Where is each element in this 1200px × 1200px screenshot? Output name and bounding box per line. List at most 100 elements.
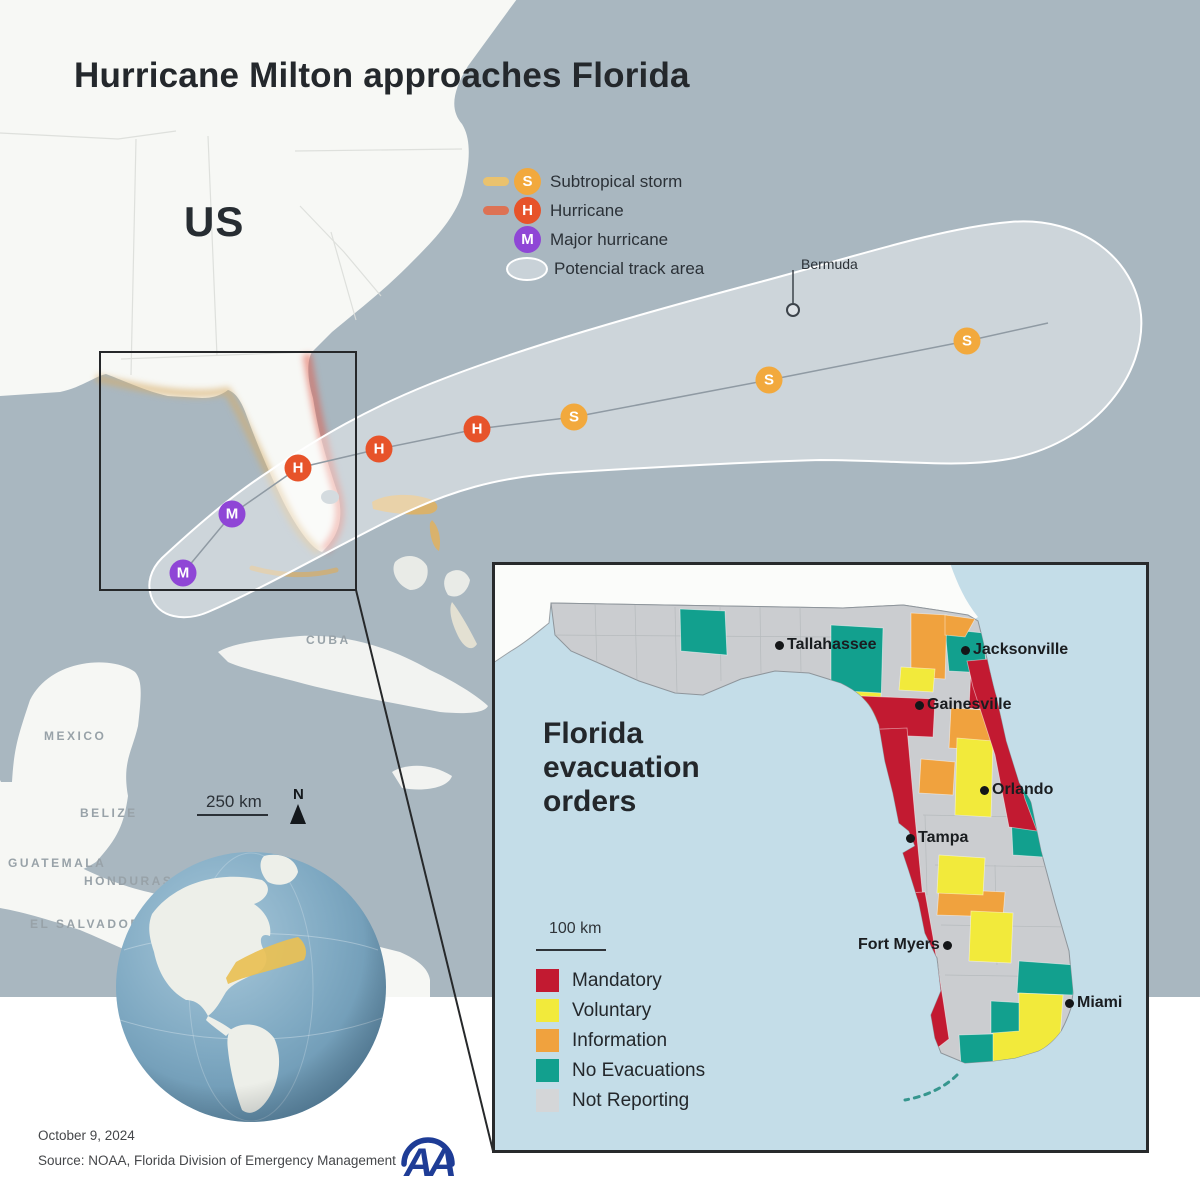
track-marker-major-hurricane: M <box>169 559 197 587</box>
north-arrow-icon <box>290 804 306 824</box>
city-tallahassee: Tallahassee <box>775 636 877 654</box>
label-honduras: HONDURAS <box>84 874 174 888</box>
subtropical-dash-icon <box>483 177 509 186</box>
north-label: N <box>293 786 304 803</box>
legend-label: Hurricane <box>550 200 624 220</box>
major-hurricane-icon: M <box>514 226 541 253</box>
city-dot <box>1065 998 1074 1008</box>
legend-label: No Evacuations <box>572 1059 706 1081</box>
legend-label: Subtropical storm <box>550 171 683 191</box>
legend-row-track-area: Potencial track area <box>483 254 704 283</box>
city-name: Jacksonville <box>973 641 1069 658</box>
mandatory-swatch <box>536 969 559 992</box>
voluntary-swatch <box>536 999 559 1022</box>
logo-text: AA <box>403 1141 454 1185</box>
bahamas-islands <box>372 494 477 649</box>
city-miami: Miami <box>1065 994 1122 1012</box>
city-orlando: Orlando <box>980 781 1053 799</box>
inset-title: Florida evacuation orders <box>543 717 700 818</box>
legend-label: Potencial track area <box>554 258 705 278</box>
inset-source-box <box>99 351 357 591</box>
evacuation-legend: Mandatory Voluntary Information No Evacu… <box>536 969 705 1119</box>
globe-land <box>116 852 386 1122</box>
track-marker-subtropical: S <box>755 366 783 394</box>
city-name: Orlando <box>992 781 1054 798</box>
legend-label: Voluntary <box>572 999 652 1021</box>
information-swatch <box>536 1029 559 1052</box>
city-name: Miami <box>1077 994 1123 1011</box>
city-fort-myers: Fort Myers <box>858 936 952 954</box>
legend-label: Mandatory <box>572 969 662 991</box>
label-cuba: CUBA <box>306 633 351 647</box>
city-dot <box>942 940 952 950</box>
city-dot <box>906 833 915 843</box>
label-bermuda: Bermuda <box>801 256 858 272</box>
not-reporting-swatch <box>536 1089 559 1112</box>
legend-label: Major hurricane <box>550 229 669 249</box>
florida-evacuation-map <box>495 565 1146 1150</box>
legend-row-hurricane: H Hurricane <box>483 196 704 225</box>
city-name: Fort Myers <box>858 936 940 953</box>
hurricane-icon: H <box>514 197 541 224</box>
cuba-land <box>218 635 488 714</box>
track-marker-hurricane: H <box>463 415 491 443</box>
city-jacksonville: Jacksonville <box>961 641 1068 659</box>
city-dot <box>915 700 924 710</box>
scale-bar <box>197 814 268 816</box>
footer-source: Source: NOAA, Florida Division of Emerge… <box>38 1153 396 1168</box>
jamaica-land <box>392 765 452 790</box>
legend-row-major-hurricane: M Major hurricane <box>483 225 704 254</box>
track-marker-hurricane: H <box>365 435 393 463</box>
label-el-salvador: EL SALVADOR <box>30 917 142 931</box>
potential-track-area <box>148 220 1143 619</box>
city-tampa: Tampa <box>906 829 968 847</box>
track-marker-hurricane: H <box>284 454 312 482</box>
city-name: Gainesville <box>927 696 1012 713</box>
hurricane-dash-icon <box>483 206 509 215</box>
city-dot <box>961 645 970 655</box>
label-us: US <box>184 198 245 245</box>
label-belize: BELIZE <box>80 806 138 820</box>
inset-georgia-land <box>495 565 978 662</box>
inset-florida-keys <box>903 1073 959 1102</box>
lake-okeechobee <box>321 490 339 504</box>
legend-row-not-reporting: Not Reporting <box>536 1089 705 1112</box>
legend-label: Information <box>572 1029 668 1051</box>
footer-date: October 9, 2024 <box>38 1128 135 1143</box>
legend-spacer <box>483 235 509 244</box>
scale-label: 250 km <box>206 792 262 811</box>
legend-row-subtropical: S Subtropical storm <box>483 167 704 196</box>
track-area-icon <box>506 256 548 281</box>
warning-east-coast <box>302 353 345 554</box>
subtropical-storm-icon: S <box>514 168 541 195</box>
track-marker-subtropical: S <box>560 403 588 431</box>
bermuda-marker <box>786 303 800 317</box>
yucatan-land <box>0 662 141 876</box>
track-marker-subtropical: S <box>953 327 981 355</box>
florida-inset-panel: Florida evacuation orders 100 km Mandato… <box>492 562 1149 1153</box>
city-dot <box>980 785 989 795</box>
city-dot <box>775 640 784 650</box>
inset-connector-line <box>355 589 494 1152</box>
label-mexico: MEXICO <box>44 729 107 743</box>
state-borders <box>0 130 463 376</box>
legend-row-information: Information <box>536 1029 705 1052</box>
page-title: Hurricane Milton approaches Florida <box>74 56 690 95</box>
inset-scale-label: 100 km <box>549 920 602 937</box>
label-guatemala: GUATEMALA <box>8 856 107 870</box>
storm-legend: S Subtropical storm H Hurricane M Major … <box>483 167 704 283</box>
inset-scale-bar <box>536 949 606 951</box>
warning-west-coast <box>95 374 322 556</box>
city-gainesville: Gainesville <box>915 696 1012 714</box>
legend-row-voluntary: Voluntary <box>536 999 705 1022</box>
florida-keys <box>249 565 339 578</box>
legend-row-mandatory: Mandatory <box>536 969 705 992</box>
city-name: Tallahassee <box>787 636 877 653</box>
legend-row-no-evacuations: No Evacuations <box>536 1059 705 1082</box>
logo-arc <box>401 1137 455 1167</box>
globe-locator <box>116 852 386 1122</box>
city-name: Tampa <box>918 829 969 846</box>
legend-label: Not Reporting <box>572 1089 690 1111</box>
